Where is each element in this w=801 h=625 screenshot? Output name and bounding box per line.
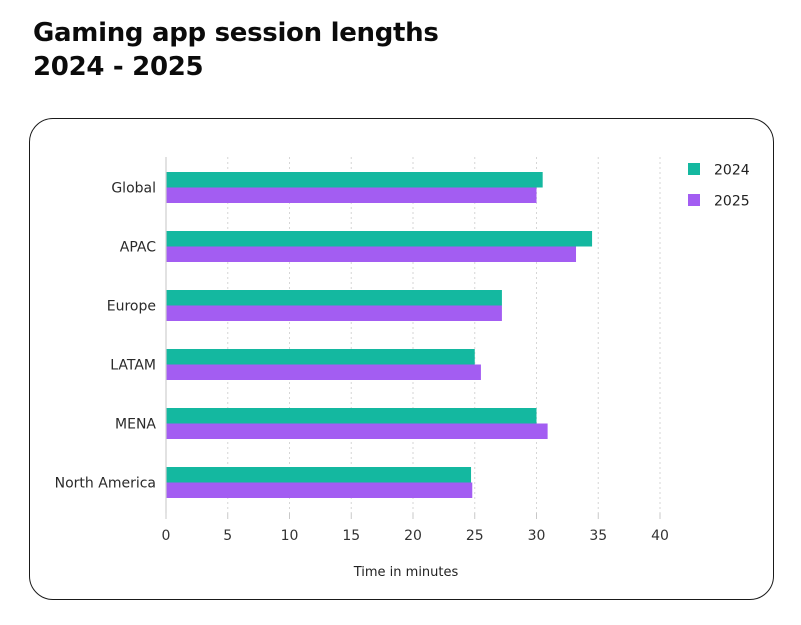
y-category-label-north-america: North America [55, 476, 156, 492]
bar-europe-2025 [166, 305, 502, 321]
bar-apac-2024 [166, 231, 593, 247]
bar-mena-2024 [166, 408, 537, 424]
legend-swatch-2025 [688, 194, 700, 206]
legend-label-2025: 2025 [714, 194, 750, 210]
x-tick-label-20: 20 [404, 528, 422, 544]
labels: 0 5 10 15 20 25 30 35 40 Global APAC Europe LATAM MEN… [55, 181, 669, 581]
bar-north-america-2025 [166, 482, 473, 498]
y-category-label-europe: Europe [107, 299, 156, 315]
grid-lines [227, 157, 661, 513]
bar-europe-2024 [166, 290, 502, 306]
legend-swatch-2024 [688, 163, 700, 175]
x-tick-label-30: 30 [528, 528, 546, 544]
bar-latam-2024 [166, 349, 475, 365]
bar-apac-2025 [166, 246, 577, 262]
bar-global-2025 [166, 187, 537, 203]
x-tick-label-15: 15 [342, 528, 360, 544]
bar-global-2024 [166, 172, 543, 188]
axes [165, 157, 661, 519]
legend: 2024 2025 [688, 163, 750, 210]
x-axis-title: Time in minutes [353, 565, 459, 580]
x-tick-label-35: 35 [589, 528, 607, 544]
bar-mena-2025 [166, 423, 548, 439]
legend-label-2024: 2024 [714, 163, 750, 179]
y-category-label-global: Global [111, 181, 156, 197]
y-category-label-latam: LATAM [110, 358, 156, 374]
chart-title-line-2: 2024 - 2025 [33, 52, 204, 82]
x-tick-label-25: 25 [466, 528, 484, 544]
y-category-label-apac: APAC [120, 240, 156, 256]
bar-north-america-2024 [166, 467, 472, 483]
chart-title: Gaming app session lengths 2024 - 2025 [33, 16, 439, 84]
y-category-label-mena: MENA [115, 417, 156, 433]
chart-title-line-1: Gaming app session lengths [33, 18, 439, 48]
x-tick-label-5: 5 [223, 528, 232, 544]
bar-latam-2025 [166, 364, 481, 380]
x-tick-label-0: 0 [162, 528, 171, 544]
bars [166, 172, 593, 498]
x-tick-label-40: 40 [651, 528, 669, 544]
x-tick-label-10: 10 [281, 528, 299, 544]
